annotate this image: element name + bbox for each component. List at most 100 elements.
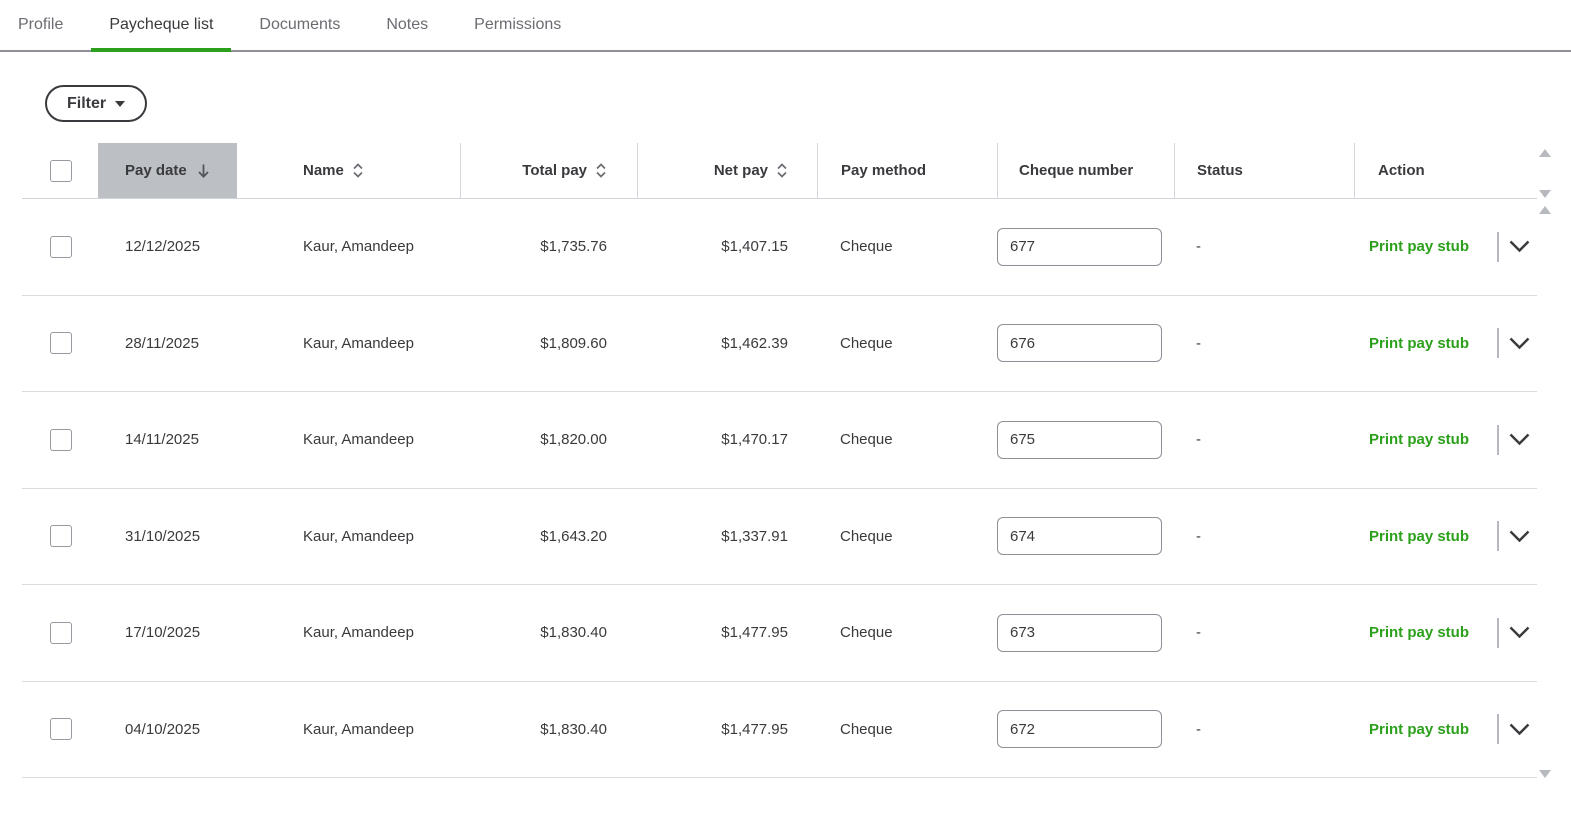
cheque-number-input[interactable] xyxy=(997,517,1162,556)
total-pay-cell: $1,830.40 xyxy=(540,720,607,738)
action-cell: Print pay stub xyxy=(1354,682,1537,778)
filter-area: Filter xyxy=(45,85,1571,122)
print-pay-stub-link[interactable]: Print pay stub xyxy=(1368,527,1469,545)
action-divider xyxy=(1497,521,1499,552)
column-header-action: Action xyxy=(1354,143,1537,198)
status-cell: - xyxy=(1196,624,1201,642)
row-checkbox[interactable] xyxy=(50,332,72,355)
pay-date-cell: 04/10/2025 xyxy=(125,720,201,738)
status-cell: - xyxy=(1196,527,1201,545)
table-row: 04/10/2025 Kaur, Amandeep $1,830.40 $1,4… xyxy=(22,682,1537,778)
name-cell: Kaur, Amandeep xyxy=(303,334,414,352)
cheque-number-input[interactable] xyxy=(997,324,1162,363)
action-divider xyxy=(1497,714,1499,745)
print-pay-stub-link[interactable]: Print pay stub xyxy=(1368,238,1469,256)
pay-date-cell: 28/11/2025 xyxy=(125,334,199,352)
net-pay-cell: $1,407.15 xyxy=(721,238,788,256)
caret-down-icon xyxy=(115,100,126,107)
row-expand-button[interactable] xyxy=(1507,528,1532,545)
row-checkbox[interactable] xyxy=(50,235,72,258)
tab-label: Documents xyxy=(259,16,341,33)
tab-label: Profile xyxy=(18,16,64,33)
pay-method-cell: Cheque xyxy=(840,720,893,738)
net-pay-cell: $1,462.39 xyxy=(721,334,788,352)
cheque-number-input[interactable] xyxy=(997,227,1162,266)
action-cell: Print pay stub xyxy=(1354,392,1537,488)
column-label: Pay method xyxy=(841,162,927,179)
sort-icon xyxy=(353,163,363,178)
row-checkbox[interactable] xyxy=(50,718,72,741)
tab-label: Notes xyxy=(386,16,429,33)
print-pay-stub-link[interactable]: Print pay stub xyxy=(1368,624,1469,642)
chevron-down-icon xyxy=(1509,240,1530,253)
column-header-pay-date[interactable]: Pay date xyxy=(98,143,237,198)
pay-method-cell: Cheque xyxy=(840,238,893,256)
status-cell: - xyxy=(1196,238,1201,256)
select-all-checkbox[interactable] xyxy=(50,159,72,182)
net-pay-cell: $1,477.95 xyxy=(721,624,788,642)
column-label: Net pay xyxy=(713,162,768,179)
column-header-cheque-number: Cheque number xyxy=(997,143,1174,198)
column-header-total-pay[interactable]: Total pay xyxy=(460,143,637,198)
paycheque-table: Pay date Name Total pay Net pay Pay meth… xyxy=(22,143,1537,778)
tab-label: Permissions xyxy=(474,16,562,33)
action-divider xyxy=(1497,617,1499,648)
row-expand-button[interactable] xyxy=(1507,238,1532,255)
action-cell: Print pay stub xyxy=(1354,489,1537,585)
pay-method-cell: Cheque xyxy=(840,334,893,352)
print-pay-stub-link[interactable]: Print pay stub xyxy=(1368,720,1469,738)
cheque-number-input[interactable] xyxy=(997,420,1162,459)
row-checkbox[interactable] xyxy=(50,525,72,548)
pay-method-cell: Cheque xyxy=(840,431,893,449)
row-expand-button[interactable] xyxy=(1507,624,1532,641)
row-checkbox[interactable] xyxy=(50,428,72,451)
row-expand-button[interactable] xyxy=(1507,721,1532,738)
filter-button[interactable]: Filter xyxy=(45,85,148,122)
tab-permissions[interactable]: Permissions xyxy=(456,0,579,50)
column-label: Pay date xyxy=(125,162,187,179)
column-label: Total pay xyxy=(522,162,587,179)
action-cell: Print pay stub xyxy=(1354,199,1537,295)
tab-profile[interactable]: Profile xyxy=(0,0,81,50)
name-cell: Kaur, Amandeep xyxy=(303,720,414,738)
scrollbar-down-arrow-body[interactable] xyxy=(1539,770,1551,778)
scrollbar-up-arrow-header[interactable] xyxy=(1539,149,1551,157)
name-cell: Kaur, Amandeep xyxy=(303,431,414,449)
scrollbar-up-arrow-body[interactable] xyxy=(1539,206,1551,214)
sort-descending-icon xyxy=(198,164,209,178)
sort-icon xyxy=(596,163,606,178)
action-divider xyxy=(1497,231,1499,262)
cheque-number-input[interactable] xyxy=(997,710,1162,749)
table-row: 31/10/2025 Kaur, Amandeep $1,643.20 $1,3… xyxy=(22,489,1537,585)
table-header-row: Pay date Name Total pay Net pay Pay meth… xyxy=(22,143,1537,199)
name-cell: Kaur, Amandeep xyxy=(303,624,414,642)
tab-bar: Profile Paycheque list Documents Notes P… xyxy=(0,0,1571,52)
column-label: Action xyxy=(1378,162,1425,179)
pay-method-cell: Cheque xyxy=(840,527,893,545)
column-header-net-pay[interactable]: Net pay xyxy=(637,143,817,198)
table-row: 28/11/2025 Kaur, Amandeep $1,809.60 $1,4… xyxy=(22,296,1537,392)
net-pay-cell: $1,477.95 xyxy=(721,720,788,738)
net-pay-cell: $1,337.91 xyxy=(721,527,788,545)
tab-paycheque-list[interactable]: Paycheque list xyxy=(91,0,232,52)
chevron-down-icon xyxy=(1509,723,1530,735)
status-cell: - xyxy=(1196,720,1201,738)
row-expand-button[interactable] xyxy=(1507,431,1532,448)
row-expand-button[interactable] xyxy=(1507,335,1532,352)
filter-button-label: Filter xyxy=(67,94,107,112)
cheque-number-input[interactable] xyxy=(997,613,1162,652)
pay-date-cell: 14/11/2025 xyxy=(125,431,199,449)
row-checkbox[interactable] xyxy=(50,621,72,644)
chevron-down-icon xyxy=(1509,337,1530,349)
print-pay-stub-link[interactable]: Print pay stub xyxy=(1368,334,1469,352)
pay-date-cell: 12/12/2025 xyxy=(125,238,201,256)
scrollbar-down-arrow-header[interactable] xyxy=(1539,190,1551,198)
pay-date-cell: 31/10/2025 xyxy=(125,527,201,545)
tab-documents[interactable]: Documents xyxy=(241,0,358,50)
tab-notes[interactable]: Notes xyxy=(368,0,446,50)
print-pay-stub-link[interactable]: Print pay stub xyxy=(1368,431,1469,449)
pay-date-cell: 17/10/2025 xyxy=(125,624,201,642)
header-checkbox-cell xyxy=(22,143,98,198)
column-header-name[interactable]: Name xyxy=(237,143,460,198)
column-label: Name xyxy=(303,162,344,179)
